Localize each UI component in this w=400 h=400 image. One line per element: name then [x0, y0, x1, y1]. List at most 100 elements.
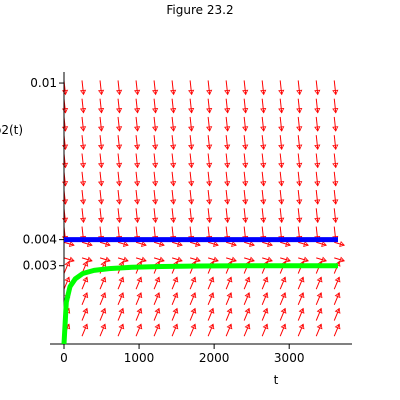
field-arrow [81, 323, 89, 337]
y-tick-label: 0.004 [23, 233, 57, 247]
y-axis-label: o2(t) [0, 123, 23, 137]
field-arrow [97, 80, 105, 96]
field-arrow [314, 80, 321, 96]
field-arrow [206, 208, 213, 224]
field-arrow [316, 256, 327, 263]
field-arrow [61, 135, 69, 151]
field-arrow [224, 135, 231, 151]
field-arrow [188, 116, 195, 132]
field-arrow [242, 98, 249, 114]
x-axis-label: t [274, 373, 279, 387]
field-arrow [297, 276, 305, 290]
series-layer [61, 237, 338, 345]
field-arrow [260, 80, 267, 96]
field-arrow [97, 153, 105, 169]
field-arrow [224, 98, 231, 114]
field-arrow [207, 256, 219, 263]
field-arrow [207, 323, 215, 337]
field-arrow [278, 135, 285, 151]
field-arrow [189, 276, 197, 290]
field-arrow [224, 80, 231, 96]
field-arrow [134, 116, 141, 132]
field-arrow [170, 98, 177, 114]
field-arrow [117, 256, 129, 263]
field-arrow [189, 292, 197, 306]
field-arrow [262, 256, 273, 263]
field-arrow [224, 208, 231, 224]
field-arrow [79, 135, 87, 151]
field-arrow [224, 171, 231, 187]
field-arrow [260, 116, 267, 132]
field-arrow [152, 189, 159, 205]
field-arrow [278, 189, 285, 205]
field-arrow [63, 240, 75, 247]
field-arrow [244, 256, 255, 263]
field-arrow [61, 116, 69, 132]
field-arrow [135, 323, 143, 337]
field-arrow [332, 208, 339, 224]
field-arrow [134, 80, 141, 96]
series-line-green [61, 263, 338, 345]
field-arrow [207, 307, 215, 321]
field-arrow [278, 208, 285, 224]
field-arrow [188, 189, 195, 205]
field-arrow [134, 153, 141, 169]
field-arrow [79, 153, 87, 169]
field-arrow [115, 153, 123, 169]
field-arrow [152, 80, 159, 96]
field-arrow [81, 307, 89, 321]
field-arrow [152, 208, 159, 224]
field-arrow [152, 135, 159, 151]
field-arrow [134, 208, 141, 224]
field-arrow [135, 292, 143, 306]
field-arrow [296, 80, 303, 96]
field-arrow [171, 256, 183, 263]
field-arrow [153, 276, 161, 290]
field-arrow [315, 323, 323, 337]
field-arrow [226, 240, 237, 247]
field-arrow [188, 135, 195, 151]
field-arrow [261, 307, 269, 321]
field-arrow [333, 323, 341, 337]
field-arrow [297, 292, 305, 306]
field-arrow [314, 135, 321, 151]
field-arrow [225, 292, 233, 306]
field-arrow [206, 80, 213, 96]
field-arrow [171, 323, 179, 337]
field-arrow [189, 256, 201, 263]
field-arrow [206, 98, 213, 114]
field-arrow [115, 189, 123, 205]
field-arrow [279, 292, 287, 306]
field-arrow [333, 307, 341, 321]
field-arrow [278, 171, 285, 187]
field-arrow [206, 153, 213, 169]
field-arrow [189, 240, 201, 247]
field-arrow [296, 98, 303, 114]
field-arrow [61, 98, 69, 114]
field-arrow [79, 98, 87, 114]
field-arrow [261, 292, 269, 306]
field-arrow [189, 323, 197, 337]
field-arrow [260, 189, 267, 205]
field-arrow [206, 135, 213, 151]
field-arrow [170, 189, 177, 205]
field-arrow [261, 276, 269, 290]
field-arrow [153, 307, 161, 321]
ticks: 0 1000 2000 3000 0.003 0.004 0.01 [23, 76, 305, 365]
field-arrow [152, 98, 159, 114]
field-arrow [152, 153, 159, 169]
x-tick-label: 2000 [199, 351, 230, 365]
field-arrow [135, 240, 147, 247]
field-arrow [332, 153, 339, 169]
field-arrow [79, 208, 87, 224]
field-arrow [97, 171, 105, 187]
field-arrow [63, 260, 71, 274]
field-arrow [225, 323, 233, 337]
field-arrow [332, 135, 339, 151]
field-arrow [297, 307, 305, 321]
field-arrow [333, 276, 341, 290]
field-arrow [170, 135, 177, 151]
chart-title: Figure 23.2 [166, 3, 233, 17]
field-arrow [278, 98, 285, 114]
field-arrow [171, 240, 183, 247]
